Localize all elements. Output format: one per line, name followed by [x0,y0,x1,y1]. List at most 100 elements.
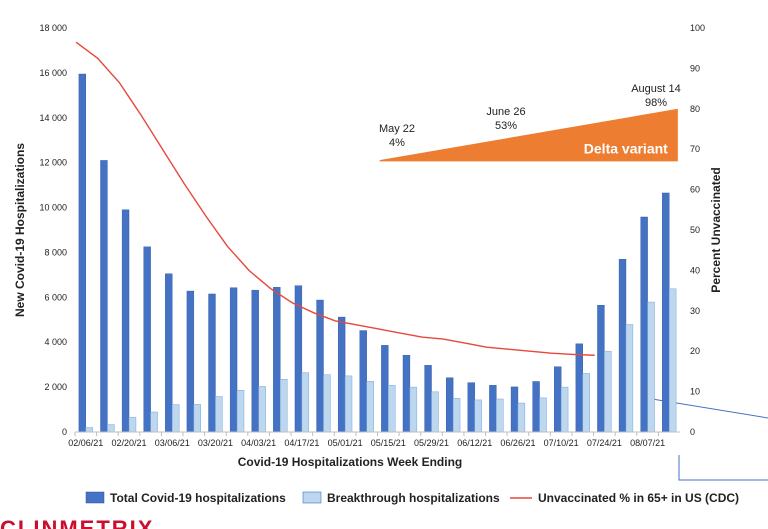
x-tick-label: 07/24/21 [587,438,622,448]
y2-tick-label: 40 [690,265,700,275]
total-bar [446,377,454,433]
breakthrough-bar [560,386,569,433]
breakthrough-bar [409,386,418,433]
total-bar [294,285,303,433]
y2-tick-label: 100 [690,23,705,33]
total-bar [359,330,367,433]
brand-logo-text: CLINMETRIX [0,516,154,529]
x-tick-label: 02/06/21 [68,438,103,448]
total-bar [316,299,324,433]
annotation-date: June 26 [486,106,525,118]
total-bar [532,381,540,433]
annotation-percent: 98% [645,97,667,109]
total-bar [554,366,562,433]
breakthrough-bar [107,424,115,433]
y2-axis-title: Percent Unvaccinated [709,167,723,292]
breakthrough-bar [128,416,137,433]
y-tick-label: 2 000 [44,382,67,392]
breakthrough-bar [517,402,526,433]
total-bar [208,293,216,433]
breakthrough-bar [474,399,482,433]
total-bar [78,73,87,433]
annotations: May 22 4% June 26 53% August 14 98% [379,83,681,149]
y2-tick-label: 90 [690,63,700,73]
x-tick-label: 05/01/21 [328,438,363,448]
breakthrough-bar [323,374,331,433]
x-tick-label: 02/20/21 [111,438,146,448]
y2-tick-label: 80 [690,104,700,114]
x-axis-title: Covid-19 Hospitalizations Week Ending [238,455,462,469]
breakthrough-bar [258,386,266,433]
total-bar [640,216,648,433]
breakthrough-bar [366,381,374,433]
total-bar [143,246,151,433]
x-tick-label: 07/10/21 [544,438,579,448]
breakthrough-bar [539,397,547,433]
breakthrough-bar [388,385,396,433]
x-tick-label: 04/17/21 [284,438,319,448]
legend-swatch-total [85,491,105,504]
delta-variant-wedge [379,108,678,162]
breakthrough-bar [604,350,612,433]
y2-tick-label: 0 [690,427,695,437]
total-bar [121,209,130,433]
x-tick-label: 05/15/21 [371,438,406,448]
total-bar [575,343,583,433]
y2-tick-label: 70 [690,144,700,154]
y2-tick-label: 20 [690,346,700,356]
breakthrough-bar [647,301,655,433]
annotation-date: August 14 [631,83,681,95]
x-tick-label: 08/07/21 [630,438,665,448]
total-bar [662,192,670,433]
annotation-date: May 22 [379,123,415,135]
breakthrough-hospitalizations-bars [85,288,677,433]
y-tick-label: 8 000 [44,247,67,257]
x-tick-label: 03/06/21 [155,438,190,448]
breakthrough-bar [280,379,288,433]
total-bar [100,160,108,433]
y-tick-label: 18 000 [39,23,67,33]
breakthrough-bar [625,324,634,433]
y-tick-label: 4 000 [44,337,67,347]
y2-tick-label: 50 [690,225,700,235]
total-bar [337,316,346,433]
annotation-percent: 53% [495,120,517,132]
breakthrough-bar [85,427,93,433]
delta-variant-banner: Delta variant [379,108,678,162]
callout-line-lower [678,455,768,481]
breakthrough-bar [193,404,202,433]
y-tick-label: 16 000 [39,68,67,78]
total-bar [618,258,627,433]
y2-tick-label: 60 [690,185,700,195]
total-bar [251,289,259,433]
y-tick-label: 14 000 [39,113,67,123]
x-tick-label: 04/03/21 [241,438,276,448]
total-bar [273,287,281,433]
total-bar [597,304,605,433]
breakthrough-bar [431,391,439,433]
breakthrough-bar [236,390,245,433]
y-axis-title: New Covid-19 Hospitalizations [13,143,27,317]
annotation-percent: 4% [389,137,405,149]
total-hospitalizations-bars [78,73,670,433]
total-bar [186,290,195,433]
breakthrough-bar [582,373,590,433]
total-bar [402,355,411,433]
breakthrough-bar [452,398,461,433]
x-tick-label: 06/26/21 [500,438,535,448]
legend-label-total: Total Covid-19 hospitalizations [110,491,286,505]
delta-variant-label: Delta variant [584,140,668,156]
y2-tick-label: 30 [690,306,700,316]
breakthrough-bar [344,375,353,433]
x-tick-label: 06/12/21 [457,438,492,448]
total-bar [229,287,238,433]
breakthrough-bar [668,288,677,433]
legend-swatch-breakthrough [302,491,322,504]
y2-tick-label: 10 [690,387,700,397]
legend-label-breakthrough: Breakthrough hospitalizations [327,491,500,505]
breakthrough-bar [496,398,504,433]
unvaccinated-line-series [75,41,595,356]
y-tick-label: 0 [62,427,67,437]
total-bar [510,386,519,433]
